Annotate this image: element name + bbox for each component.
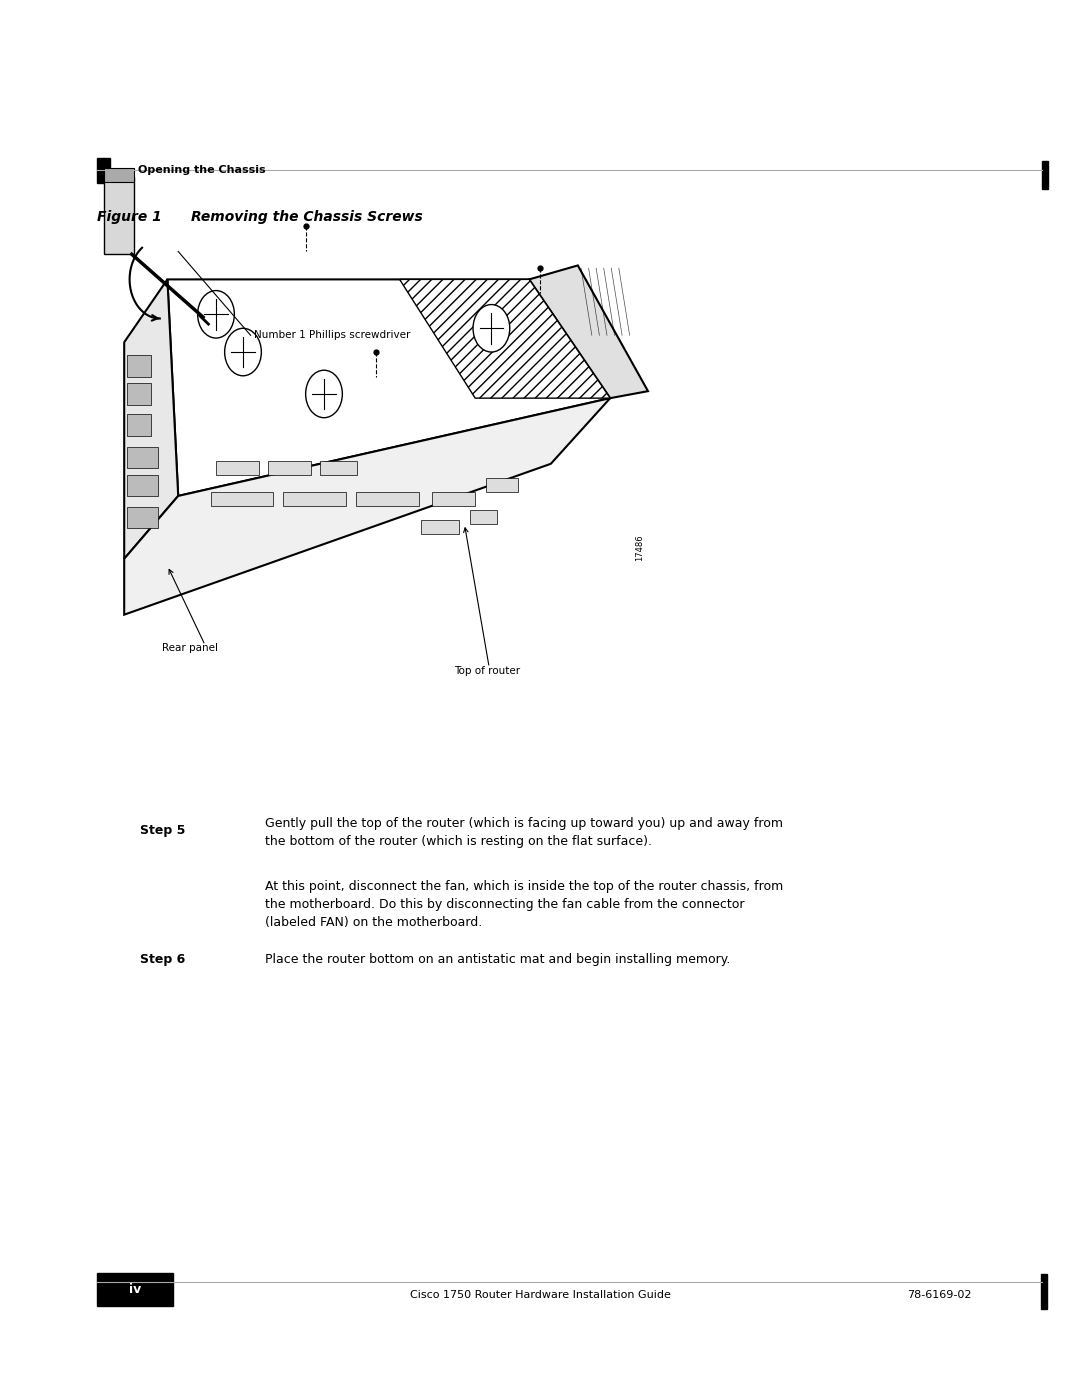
Text: Step 5: Step 5 xyxy=(140,824,186,837)
Bar xyxy=(97,158,110,183)
Polygon shape xyxy=(124,398,610,615)
Bar xyxy=(127,447,158,468)
Bar xyxy=(486,478,518,492)
Text: Step 6: Step 6 xyxy=(140,953,186,965)
Polygon shape xyxy=(529,265,648,398)
Bar xyxy=(268,461,311,475)
Text: Cisco 1750 Router Hardware Installation Guide: Cisco 1750 Router Hardware Installation … xyxy=(409,1289,671,1301)
Circle shape xyxy=(198,291,234,338)
Bar xyxy=(127,383,151,405)
Circle shape xyxy=(306,370,342,418)
Text: 78-6169-02: 78-6169-02 xyxy=(907,1289,972,1301)
Text: Figure 1      Removing the Chassis Screws: Figure 1 Removing the Chassis Screws xyxy=(97,210,423,224)
Polygon shape xyxy=(167,279,610,496)
Bar xyxy=(356,492,419,506)
Bar xyxy=(104,168,134,182)
Bar xyxy=(211,492,273,506)
Bar xyxy=(127,414,151,436)
Bar xyxy=(216,461,259,475)
Circle shape xyxy=(225,328,261,376)
Text: Place the router bottom on an antistatic mat and begin installing memory.: Place the router bottom on an antistatic… xyxy=(265,953,730,965)
Bar xyxy=(1042,161,1048,189)
Circle shape xyxy=(473,305,510,352)
Text: iv: iv xyxy=(129,1282,141,1296)
Bar xyxy=(470,510,497,524)
Polygon shape xyxy=(124,279,178,559)
Text: Opening the Chassis: Opening the Chassis xyxy=(138,165,266,175)
Bar xyxy=(127,475,158,496)
Bar xyxy=(104,177,134,254)
Text: Number 1 Phillips screwdriver: Number 1 Phillips screwdriver xyxy=(254,330,410,341)
Bar xyxy=(127,507,158,528)
Bar xyxy=(127,355,151,377)
Bar xyxy=(1041,1274,1047,1309)
Bar xyxy=(432,492,475,506)
Text: Top of router: Top of router xyxy=(454,665,519,676)
Text: Rear panel: Rear panel xyxy=(162,643,218,654)
Bar xyxy=(97,1273,173,1306)
Bar xyxy=(320,461,357,475)
Bar xyxy=(283,492,346,506)
Text: 17486: 17486 xyxy=(635,534,644,562)
Polygon shape xyxy=(400,279,610,398)
Bar xyxy=(421,520,459,534)
Text: Gently pull the top of the router (which is facing up toward you) up and away fr: Gently pull the top of the router (which… xyxy=(265,817,783,848)
Text: At this point, disconnect the fan, which is inside the top of the router chassis: At this point, disconnect the fan, which… xyxy=(265,880,783,929)
